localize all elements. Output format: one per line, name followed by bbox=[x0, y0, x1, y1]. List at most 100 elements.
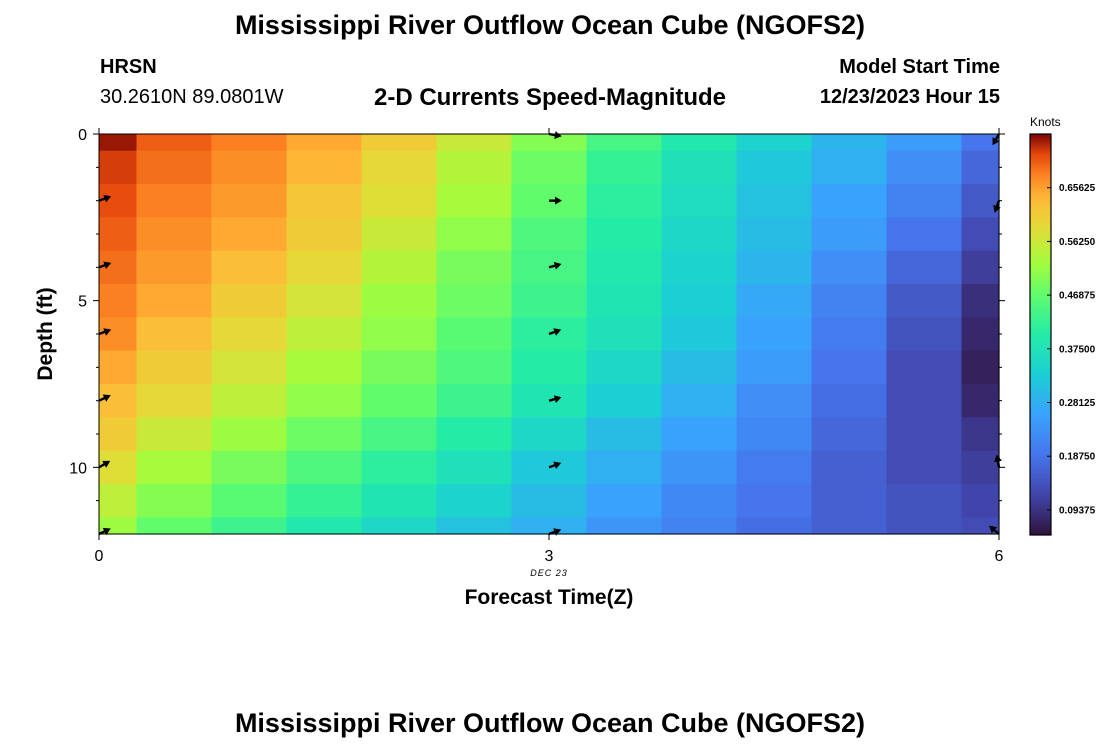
heatmap-cell bbox=[361, 217, 438, 252]
heatmap-cell bbox=[436, 284, 513, 318]
colorbar-label: Knots bbox=[1030, 115, 1061, 129]
heatmap-cell bbox=[99, 150, 138, 185]
vector-head bbox=[553, 528, 562, 536]
current-vector bbox=[548, 461, 562, 470]
heatmap-cell bbox=[361, 317, 438, 352]
heatmap-cell bbox=[886, 417, 963, 452]
heatmap-cell bbox=[961, 450, 1000, 485]
vector-head bbox=[103, 261, 112, 270]
heatmap-cell bbox=[586, 150, 663, 185]
heatmap-cell bbox=[661, 517, 738, 535]
heatmap-cell bbox=[286, 484, 363, 518]
heatmap-cell bbox=[961, 134, 1000, 152]
heatmap-cell bbox=[586, 517, 663, 535]
colorbar-tick-label: 0.37500 bbox=[1059, 344, 1096, 355]
current-vector bbox=[548, 261, 562, 270]
heatmap-cell bbox=[361, 417, 438, 452]
heatmap-cell bbox=[136, 450, 213, 485]
heatmap-cell bbox=[436, 250, 513, 285]
heatmap-cell bbox=[99, 250, 138, 285]
colorbar-tick-label: 0.46875 bbox=[1059, 291, 1096, 302]
heatmap-cell bbox=[661, 384, 738, 418]
heatmap-cell bbox=[886, 217, 963, 252]
heatmap-cell bbox=[436, 417, 513, 452]
heatmap-cell bbox=[736, 217, 813, 252]
heatmap-cell bbox=[886, 317, 963, 352]
heatmap-cell bbox=[586, 450, 663, 485]
heatmap-cell bbox=[736, 250, 813, 285]
y-tick-label: 10 bbox=[69, 460, 87, 477]
vector-head bbox=[554, 131, 562, 139]
heatmap-cell bbox=[436, 350, 513, 385]
vector-head bbox=[992, 137, 1000, 146]
heatmap-cell bbox=[136, 134, 213, 152]
heatmap-cell bbox=[736, 450, 813, 485]
heatmap-cell bbox=[811, 134, 888, 152]
heatmap-cell bbox=[136, 184, 213, 218]
heatmap-cell bbox=[661, 184, 738, 218]
heatmap-cell bbox=[886, 350, 963, 385]
heatmap-cell bbox=[286, 384, 363, 418]
vector-head bbox=[553, 395, 562, 403]
heatmap-cell bbox=[211, 150, 288, 185]
heatmap-cell bbox=[886, 150, 963, 185]
current-vector bbox=[98, 194, 112, 203]
heatmap-cell bbox=[286, 150, 363, 185]
model-start-label: Model Start Time bbox=[839, 56, 1000, 78]
heatmap-cell bbox=[361, 384, 438, 418]
heatmap-cell bbox=[99, 384, 138, 418]
heatmap-cell bbox=[211, 184, 288, 218]
heatmap-cell bbox=[211, 217, 288, 252]
current-vector bbox=[98, 261, 112, 270]
colorbar-tick-label: 0.65625 bbox=[1059, 183, 1096, 194]
heatmap-cell bbox=[736, 350, 813, 385]
heatmap-cell bbox=[361, 184, 438, 218]
vector-head bbox=[993, 204, 1001, 213]
current-vector bbox=[98, 527, 111, 536]
heatmap-cell bbox=[586, 417, 663, 452]
colorbar-tick-label: 0.28125 bbox=[1059, 398, 1096, 409]
heatmap-cell bbox=[436, 184, 513, 218]
vector-head bbox=[555, 196, 562, 205]
station-coordinates: 30.2610N 89.0801W bbox=[100, 86, 284, 108]
heatmap-cell bbox=[211, 450, 288, 485]
heatmap-cell bbox=[961, 484, 1000, 518]
heatmap-cell bbox=[361, 134, 438, 152]
heatmap-cell bbox=[811, 317, 888, 352]
heatmap-cell bbox=[811, 184, 888, 218]
heatmap-cell bbox=[736, 417, 813, 452]
heatmap-cell bbox=[436, 150, 513, 185]
heatmap-cell bbox=[361, 484, 438, 518]
heatmap-cell bbox=[586, 384, 663, 418]
heatmap-cell bbox=[886, 484, 963, 518]
heatmap-cell bbox=[586, 250, 663, 285]
heatmap-cell bbox=[511, 417, 588, 452]
heatmap-cell bbox=[136, 250, 213, 285]
x-tick-label: 0 bbox=[95, 548, 104, 565]
current-vector bbox=[98, 460, 111, 469]
heatmap-cell bbox=[661, 284, 738, 318]
heatmap-cell bbox=[211, 284, 288, 318]
heatmap-cell bbox=[99, 284, 138, 318]
heatmap-cell bbox=[136, 284, 213, 318]
heatmap-cell bbox=[136, 317, 213, 352]
heatmap-cell bbox=[436, 384, 513, 418]
current-vector bbox=[548, 395, 562, 403]
heatmap-cell bbox=[586, 484, 663, 518]
heatmap-cell bbox=[511, 484, 588, 518]
heatmap-cell bbox=[961, 184, 1000, 218]
colorbar-bar bbox=[1029, 133, 1052, 536]
heatmap-cell bbox=[211, 384, 288, 418]
heatmap-cell bbox=[211, 517, 288, 535]
heatmap-cell bbox=[811, 384, 888, 418]
second-chart-title: Mississippi River Outflow Ocean Cube (NG… bbox=[234, 708, 866, 738]
heatmap-cell bbox=[886, 450, 963, 485]
heatmap-cell bbox=[886, 184, 963, 218]
heatmap-cell bbox=[511, 150, 588, 185]
heatmap-cell bbox=[886, 134, 963, 152]
heatmap-cell bbox=[99, 484, 138, 518]
heatmap-cell bbox=[436, 217, 513, 252]
vector-head bbox=[553, 461, 562, 470]
heatmap-cell bbox=[286, 450, 363, 485]
heatmap-cell bbox=[361, 284, 438, 318]
